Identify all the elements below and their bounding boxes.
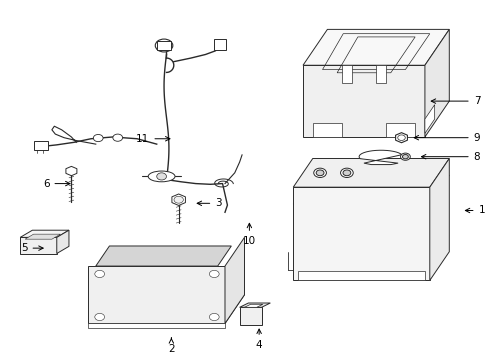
Circle shape — [95, 314, 104, 320]
Polygon shape — [303, 30, 448, 65]
Polygon shape — [172, 194, 185, 206]
Polygon shape — [424, 30, 448, 137]
Text: 6: 6 — [43, 179, 70, 189]
Circle shape — [397, 135, 405, 140]
Polygon shape — [429, 158, 448, 280]
Circle shape — [316, 170, 324, 176]
Circle shape — [209, 270, 219, 278]
Circle shape — [157, 173, 166, 180]
Polygon shape — [57, 230, 69, 253]
Circle shape — [340, 168, 352, 177]
Text: 2: 2 — [168, 338, 174, 354]
Polygon shape — [395, 133, 407, 143]
Polygon shape — [293, 158, 448, 187]
Polygon shape — [424, 105, 434, 134]
Text: 3: 3 — [197, 198, 222, 208]
Polygon shape — [239, 303, 270, 307]
Polygon shape — [239, 307, 261, 325]
Polygon shape — [25, 234, 61, 239]
Text: 11: 11 — [136, 134, 170, 144]
Bar — [298, 271, 424, 280]
Circle shape — [313, 168, 326, 177]
Bar — [375, 65, 385, 83]
Circle shape — [155, 39, 172, 52]
Polygon shape — [66, 166, 77, 176]
Polygon shape — [303, 65, 424, 137]
Circle shape — [95, 270, 104, 278]
Text: 10: 10 — [243, 223, 255, 246]
Bar — [34, 141, 48, 150]
Bar — [341, 65, 351, 83]
Ellipse shape — [148, 171, 175, 182]
Polygon shape — [224, 237, 244, 323]
Polygon shape — [88, 266, 224, 323]
Text: 8: 8 — [421, 152, 479, 162]
Text: 7: 7 — [430, 96, 479, 106]
Circle shape — [400, 153, 409, 160]
Polygon shape — [96, 246, 231, 266]
Polygon shape — [244, 304, 262, 307]
Polygon shape — [20, 237, 57, 253]
Bar — [157, 41, 171, 50]
Text: 1: 1 — [465, 206, 484, 216]
Polygon shape — [88, 295, 244, 323]
Circle shape — [402, 154, 407, 159]
Circle shape — [113, 134, 122, 141]
Polygon shape — [20, 230, 69, 237]
Text: 5: 5 — [21, 243, 43, 253]
Circle shape — [209, 314, 219, 320]
Polygon shape — [293, 187, 429, 280]
Text: 9: 9 — [413, 133, 479, 143]
Text: 4: 4 — [255, 329, 262, 350]
Polygon shape — [88, 323, 224, 328]
Polygon shape — [385, 123, 414, 137]
Circle shape — [342, 170, 350, 176]
Circle shape — [93, 134, 103, 141]
Circle shape — [174, 196, 183, 203]
Polygon shape — [358, 150, 401, 165]
Polygon shape — [312, 123, 341, 137]
Bar — [214, 40, 226, 50]
